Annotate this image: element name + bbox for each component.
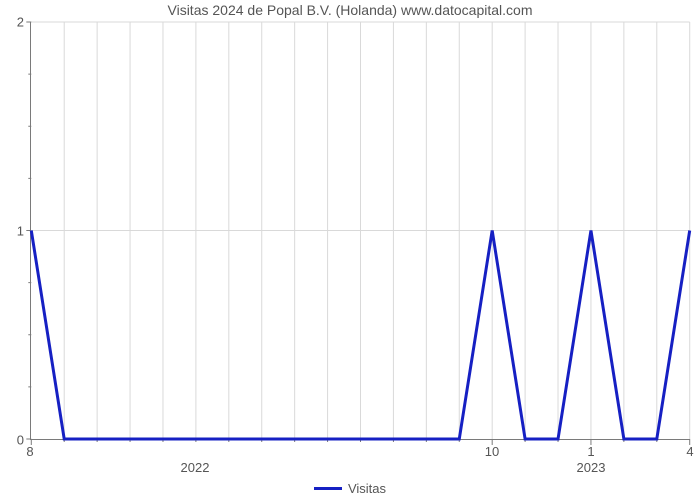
chart-title: Visitas 2024 de Popal B.V. (Holanda) www… bbox=[0, 2, 700, 18]
plot-svg bbox=[31, 22, 690, 439]
legend-swatch bbox=[314, 487, 342, 490]
legend: Visitas bbox=[0, 480, 700, 496]
x-year-label: 2023 bbox=[577, 460, 606, 475]
y-tick-label: 1 bbox=[17, 224, 24, 239]
chart-container: Visitas 2024 de Popal B.V. (Holanda) www… bbox=[0, 0, 700, 500]
x-tick-label: 1 bbox=[587, 444, 594, 459]
x-tick-label: 4 bbox=[686, 444, 693, 459]
x-year-label: 2022 bbox=[181, 460, 210, 475]
plot-area bbox=[30, 22, 690, 440]
y-tick-label: 0 bbox=[17, 433, 24, 448]
y-tick-label: 2 bbox=[17, 15, 24, 30]
legend-label: Visitas bbox=[348, 481, 386, 496]
x-tick-label: 8 bbox=[26, 444, 33, 459]
x-tick-label: 10 bbox=[485, 444, 499, 459]
